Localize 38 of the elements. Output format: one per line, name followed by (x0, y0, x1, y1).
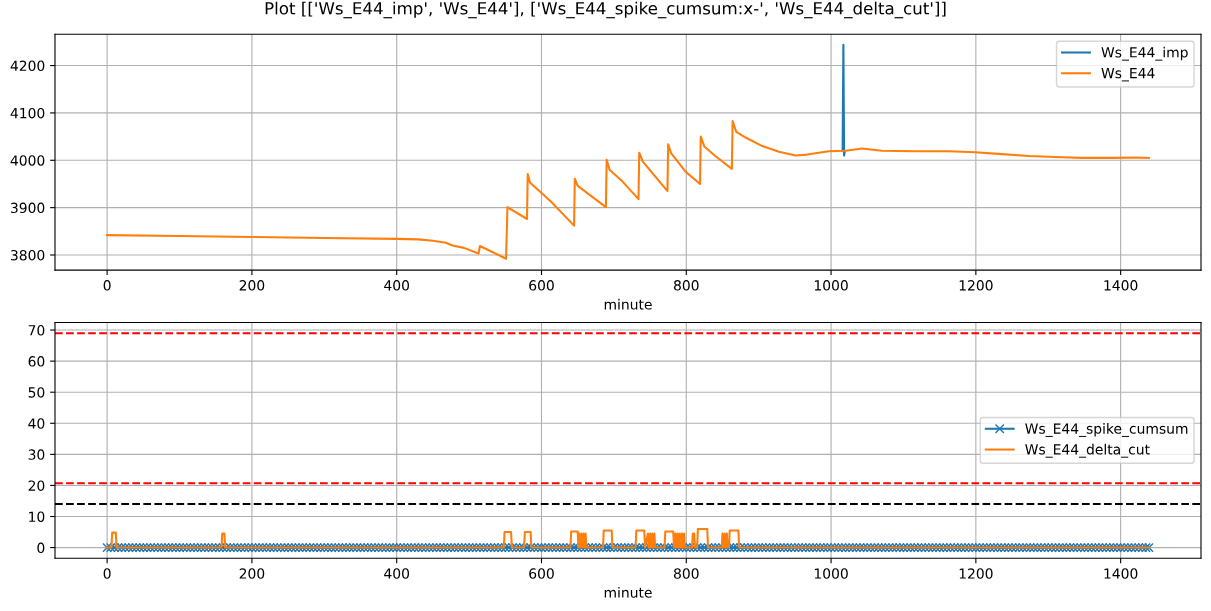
x-tick-label: 1400 (1104, 280, 1138, 291)
y-tick-label: 60 (28, 356, 45, 367)
x-tick-label: 600 (529, 280, 554, 291)
x-tick-label: 800 (673, 568, 699, 579)
x-tick-label: 400 (384, 568, 410, 579)
y-tick-label: 40 (28, 418, 45, 429)
y-tick-label: 0 (37, 542, 45, 554)
y-tick-label: 4100 (10, 107, 45, 119)
y-tick-label: 3800 (10, 249, 45, 261)
legend-label: Ws_E44_spike_cumsum (1025, 423, 1188, 437)
y-tick-label: 3900 (10, 202, 45, 214)
line-series (106, 527, 1150, 549)
y-tick-label: 30 (28, 449, 45, 460)
x-tick-label: 1400 (1104, 568, 1138, 579)
line-series (106, 119, 1150, 260)
x-tick-label: 200 (239, 568, 265, 579)
y-tick-label: 20 (28, 480, 45, 491)
x-tick-label: 0 (103, 280, 111, 291)
x-tick-label: 0 (103, 568, 111, 579)
x-tick-label: 400 (384, 280, 410, 291)
x-tick-label: 1200 (959, 280, 993, 291)
y-tick-label: 50 (28, 387, 45, 398)
x-axis-title: minute (604, 587, 652, 598)
x-tick-label: 1000 (814, 280, 848, 291)
legend-label: Ws_E44 (1101, 68, 1155, 82)
x-tick-label: 1200 (959, 568, 993, 579)
x-tick-label: 600 (529, 568, 554, 579)
legend-label: Ws_E44_imp (1101, 46, 1188, 61)
y-tick-label: 70 (28, 325, 45, 336)
chart-title: Plot [['Ws_E44_imp', 'Ws_E44'], ['Ws_E44_spike_cumsum:x-', 'Ws_E44_delta_cut']] (265, 1, 946, 19)
x-axis-title: minute (604, 298, 652, 310)
x-tick-label: 200 (239, 280, 265, 291)
y-tick-label: 10 (29, 511, 45, 522)
legend-label: Ws_E44_delta_cut (1025, 443, 1150, 458)
y-tick-label: 4200 (10, 60, 45, 72)
x-tick-label: 1000 (814, 568, 848, 579)
x-tick-label: 800 (673, 280, 699, 291)
y-tick-label: 4000 (10, 155, 45, 166)
